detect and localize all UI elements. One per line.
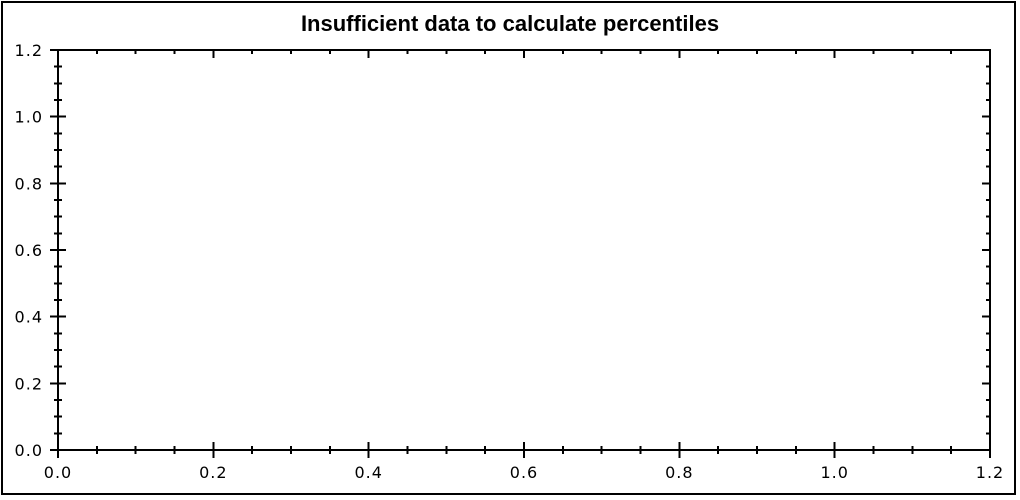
- y-tick-label: 0.2: [15, 374, 43, 393]
- plot-box: [57, 49, 991, 451]
- x-tick-label: 0.4: [354, 463, 382, 482]
- y-axis-labels: 0.0 0.2 0.4 0.6 0.8 1.0 1.2: [15, 41, 43, 460]
- x-tick-label: 1.2: [976, 463, 1004, 482]
- x-tick-label: 0.0: [44, 463, 72, 482]
- y-tick-label: 0.6: [15, 241, 43, 260]
- x-tick-label: 0.2: [199, 463, 227, 482]
- y-tick-label: 1.2: [15, 41, 43, 60]
- y-tick-label: 0.4: [15, 308, 43, 327]
- y-tick-label: 1.0: [15, 108, 43, 127]
- y-tick-label: 0.8: [15, 174, 43, 193]
- axis-ticks: [50, 49, 991, 458]
- x-tick-label: 0.8: [665, 463, 693, 482]
- x-tick-label: 1.0: [820, 463, 848, 482]
- chart-title: Insufficient data to calculate percentil…: [300, 11, 720, 36]
- y-tick-label: 0.0: [15, 441, 43, 460]
- x-axis-labels: 0.0 0.2 0.4 0.6 0.8 1.0 1.2: [44, 463, 1004, 482]
- x-tick-label: 0.6: [510, 463, 538, 482]
